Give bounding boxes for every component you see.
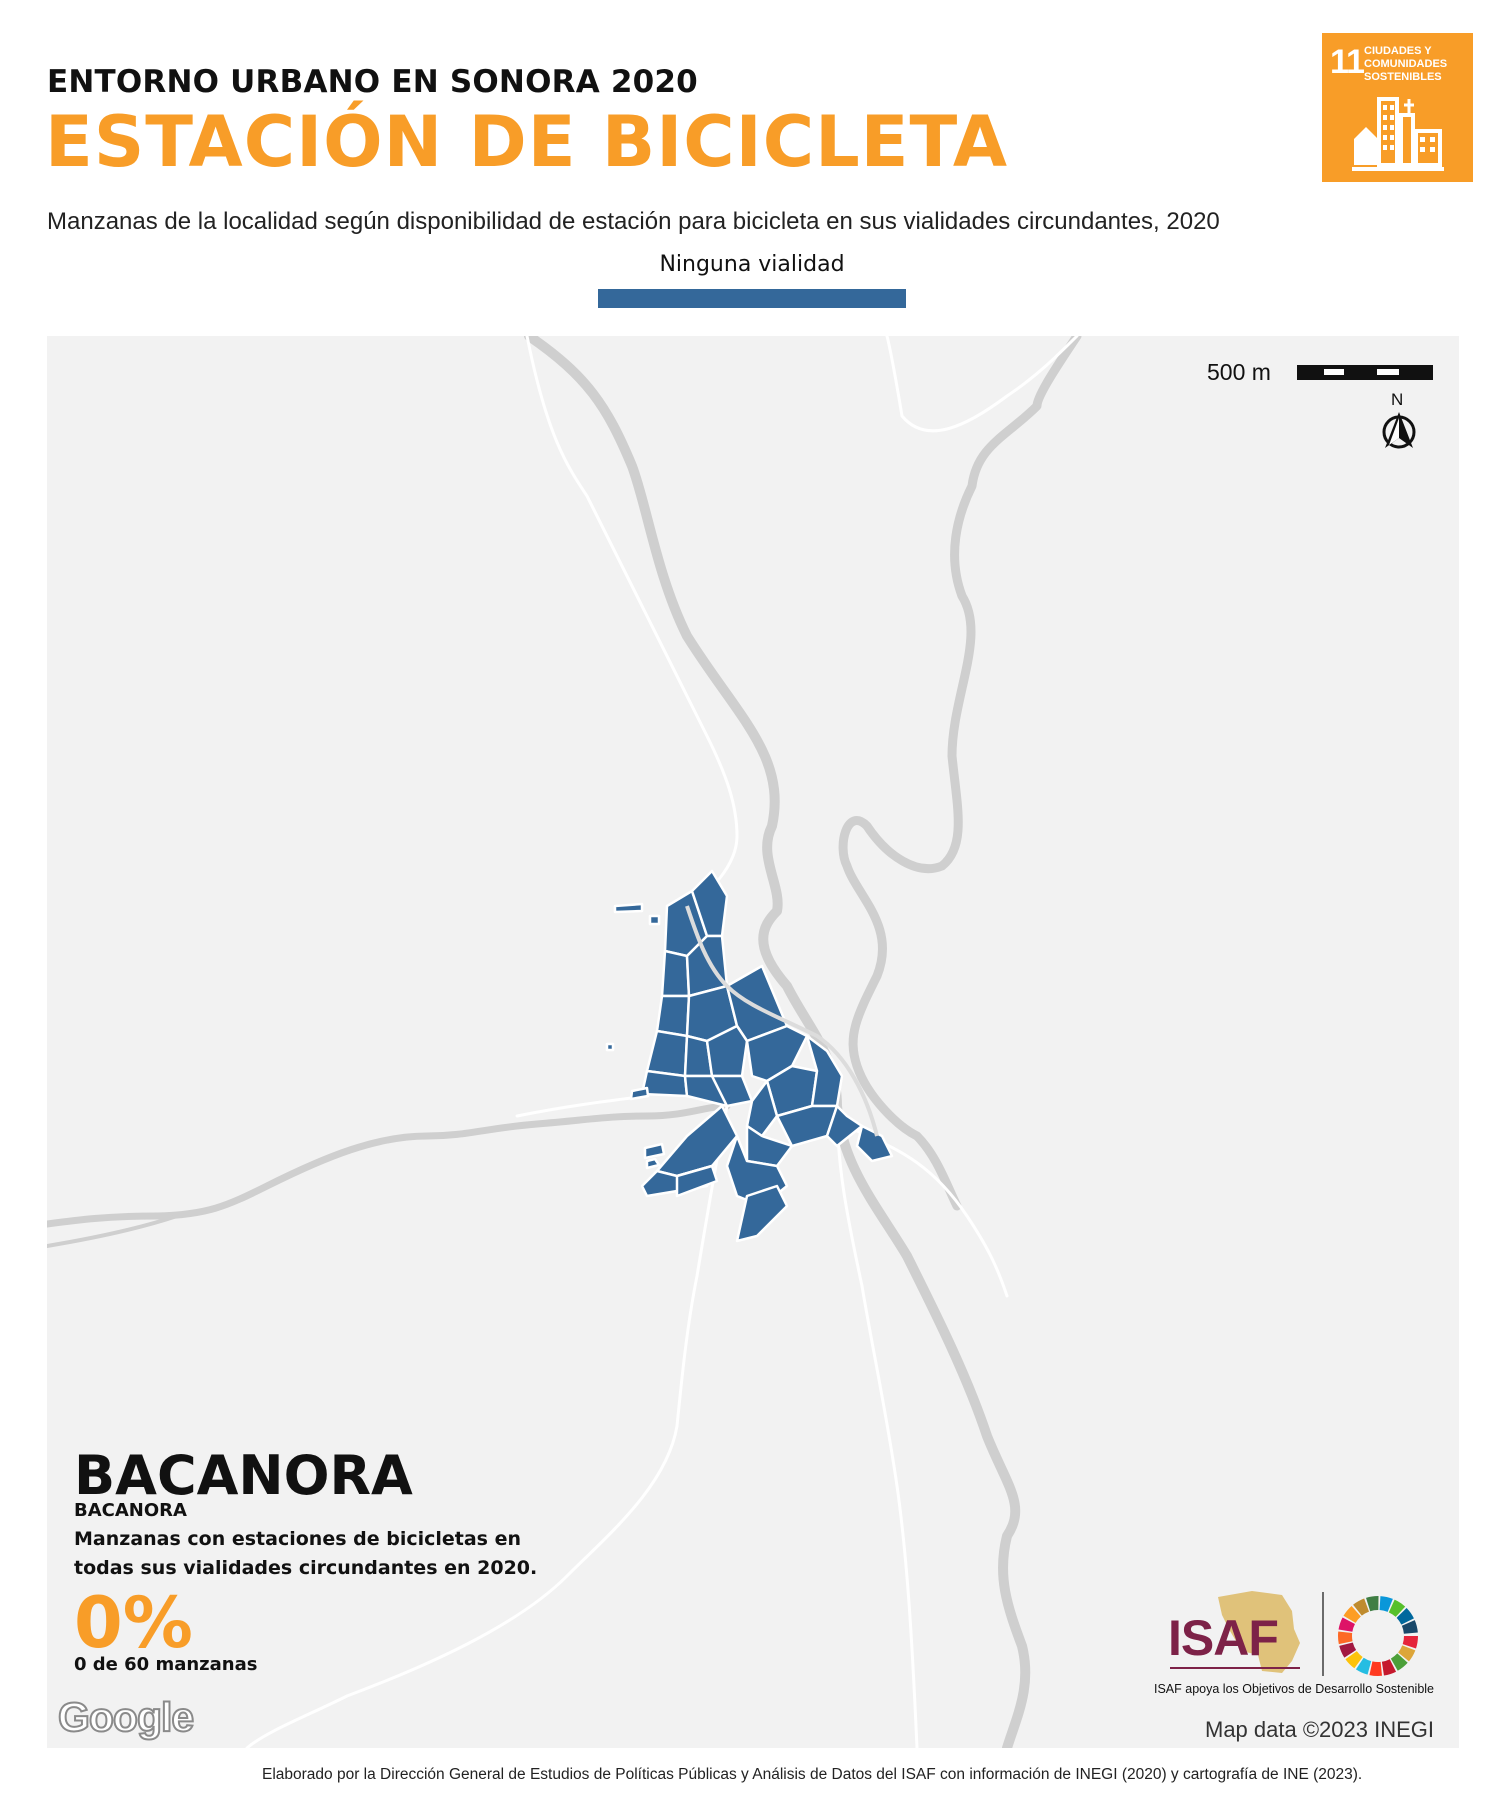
isaf-logo: ISAF	[1160, 1591, 1310, 1683]
sonora-map-icon	[1218, 1591, 1300, 1673]
google-logo: Google	[57, 1693, 195, 1741]
scale-bar-label: 500 m	[1207, 359, 1271, 385]
block-polygon	[605, 1042, 615, 1052]
page-title: ESTACIÓN DE BICICLETA	[45, 101, 1008, 183]
isaf-underline	[1170, 1667, 1300, 1669]
scale-bar	[1297, 365, 1433, 380]
block-polygon	[660, 949, 691, 998]
municipality-name: BACANORA	[74, 1500, 187, 1521]
north-label: N	[1391, 390, 1404, 409]
sdg-wheel-icon	[1338, 1596, 1418, 1676]
blocks-layer	[605, 869, 894, 1243]
river-north-east	[838, 336, 1082, 1211]
block-polygon	[613, 902, 644, 914]
locality-name: BACANORA	[74, 1444, 413, 1507]
map-data-credit: Map data ©2023 INEGI	[1205, 1717, 1435, 1742]
scale-bar-segment	[1377, 369, 1399, 375]
block-polygon	[655, 994, 691, 1038]
scale-bar-segment	[1324, 369, 1344, 375]
block-polygon	[648, 914, 661, 926]
map-canvas[interactable]	[47, 336, 1459, 1748]
river-south-west-branch	[47, 1214, 179, 1248]
legend-color-swatch	[598, 289, 906, 308]
stat-count: 0 de 60 manzanas	[74, 1654, 258, 1675]
sdg-number: 11	[1330, 43, 1365, 81]
logo-divider	[1322, 1592, 1324, 1676]
north-arrow-icon	[1382, 412, 1416, 449]
isaf-caption: ISAF apoya los Objetivos de Desarrollo S…	[1154, 1682, 1435, 1696]
block-polygon	[745, 1124, 794, 1168]
road-west	[47, 1102, 731, 1228]
block-polygon	[705, 1024, 749, 1078]
road-north-east	[885, 336, 1079, 433]
block-polygon	[745, 1079, 779, 1138]
footer-credit: Elaborado por la Dirección General de Es…	[262, 1766, 1363, 1783]
block-polygon	[675, 1164, 719, 1198]
sdg-11-badge: 11 CIUDADES Y COMUNIDADES SOSTENIBLES	[1322, 33, 1473, 182]
block-polygon	[855, 1124, 894, 1163]
page-subtitle: Manzanas de la localidad según disponibi…	[47, 208, 1220, 235]
block-polygon	[645, 1157, 661, 1170]
block-polygon	[645, 1029, 689, 1078]
road-south-west	[245, 1104, 729, 1748]
river-through-town	[685, 905, 879, 1137]
block-polygon	[685, 934, 729, 998]
block-polygon	[629, 1086, 650, 1101]
block-polygon	[690, 869, 729, 938]
block-polygon	[735, 1184, 789, 1243]
isaf-logo-text: ISAF	[1168, 1610, 1279, 1666]
block-polygon	[643, 1142, 666, 1160]
city-buildings-icon	[1352, 97, 1444, 171]
block-polygon	[825, 1104, 864, 1148]
sdg-label: CIUDADES Y COMUNIDADES SOSTENIBLES	[1364, 45, 1448, 83]
road-north	[525, 336, 739, 908]
stat-percentage: 0%	[74, 1582, 193, 1664]
road-south	[835, 1104, 919, 1748]
legend-item-label: Ninguna vialidad	[659, 252, 845, 277]
block-polygon	[655, 1104, 739, 1178]
page-supertitle: ENTORNO URBANO EN SONORA 2020	[47, 64, 698, 100]
stat-description: Manzanas con estaciones de bicicletas en…	[74, 1528, 538, 1579]
